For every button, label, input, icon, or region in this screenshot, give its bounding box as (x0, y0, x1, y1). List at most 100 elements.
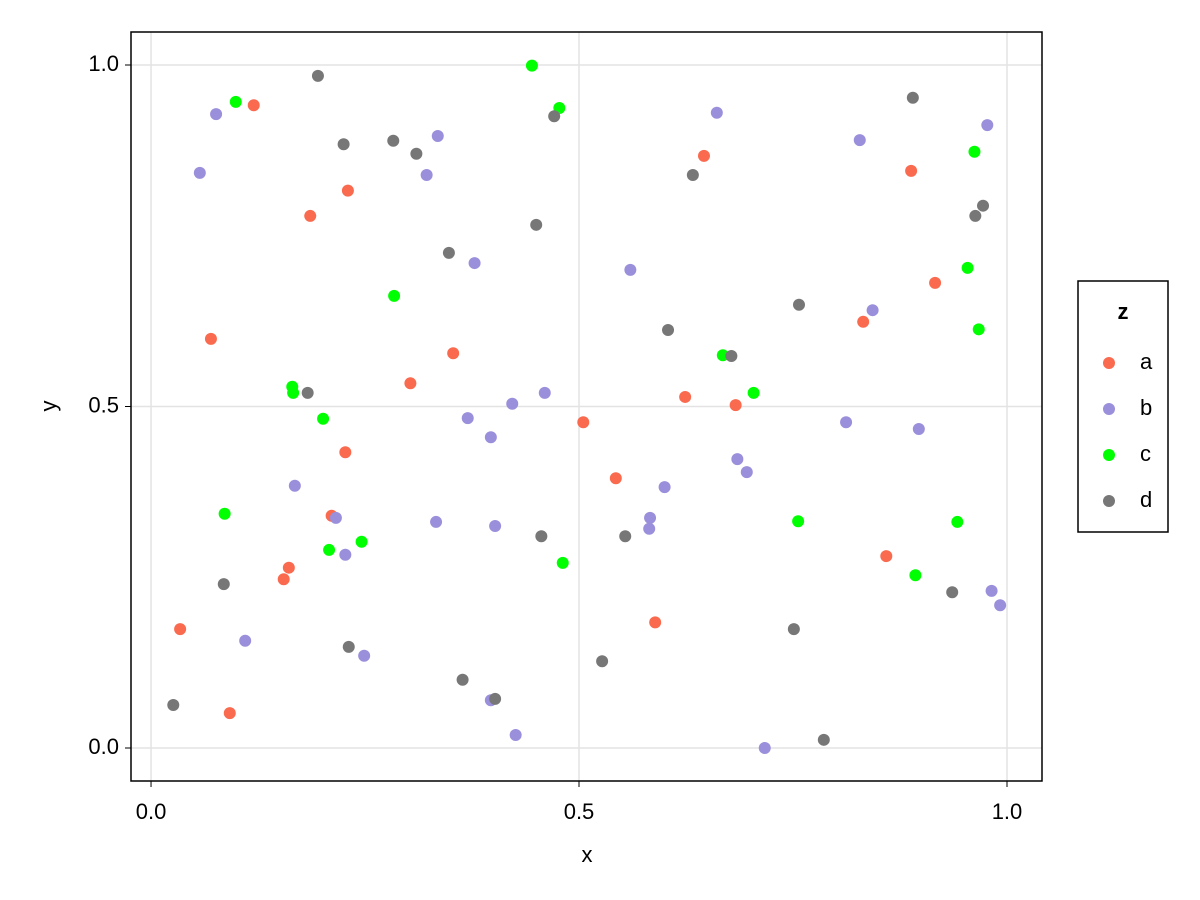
point (174, 623, 187, 636)
point (210, 108, 223, 121)
point (977, 199, 990, 212)
point (282, 561, 295, 574)
point (787, 623, 800, 636)
legend-label: c (1140, 441, 1151, 466)
point (530, 218, 543, 231)
point (624, 263, 637, 276)
legend-label: d (1140, 487, 1152, 512)
point (905, 164, 918, 177)
point (525, 59, 538, 72)
point (506, 397, 519, 410)
point (410, 147, 423, 160)
point (447, 347, 460, 360)
point (388, 289, 401, 302)
point (857, 315, 870, 328)
point (697, 149, 710, 162)
x-axis-label: x (582, 842, 593, 867)
point (317, 412, 330, 425)
point (489, 520, 502, 533)
legend-title: z (1118, 299, 1129, 324)
point (355, 535, 368, 548)
point (946, 586, 959, 599)
point (456, 673, 469, 686)
point (204, 332, 217, 345)
point (686, 168, 699, 181)
point (431, 130, 444, 143)
y-axis-label: y (36, 401, 61, 412)
point (489, 692, 502, 705)
point (792, 515, 805, 528)
point (994, 599, 1007, 612)
point (710, 106, 723, 119)
point (304, 209, 317, 222)
legend-marker (1103, 449, 1115, 461)
point (342, 640, 355, 653)
legend-label: a (1140, 349, 1153, 374)
x-tick-label: 0.5 (564, 799, 595, 824)
point (716, 349, 729, 362)
point (912, 423, 925, 436)
point (337, 138, 350, 151)
point (301, 386, 314, 399)
legend-marker (1103, 357, 1115, 369)
point (972, 323, 985, 336)
point (880, 550, 893, 563)
point (951, 515, 964, 528)
point (840, 416, 853, 429)
point (644, 511, 657, 524)
point (277, 573, 290, 586)
y-tick-label: 1.0 (88, 51, 119, 76)
point (442, 246, 455, 259)
x-tick-label: 0.0 (136, 799, 167, 824)
point (468, 257, 481, 270)
point (679, 390, 692, 403)
point (329, 511, 342, 524)
point (577, 416, 590, 429)
point (461, 412, 474, 425)
legend-label: b (1140, 395, 1152, 420)
point (548, 110, 561, 123)
point (167, 698, 180, 711)
point (339, 446, 352, 459)
point (535, 530, 548, 543)
plot-frame (130, 31, 1043, 782)
point (484, 431, 497, 444)
point (430, 515, 443, 528)
x-tick-label: 1.0 (992, 799, 1023, 824)
point (229, 95, 242, 108)
point (556, 556, 569, 569)
point (217, 578, 230, 591)
point (906, 91, 919, 104)
point (985, 584, 998, 597)
point (866, 304, 879, 317)
point (662, 324, 675, 337)
point (193, 166, 206, 179)
legend-marker (1103, 495, 1115, 507)
legend-box (1077, 280, 1169, 533)
point (609, 472, 622, 485)
point (658, 481, 671, 494)
point (596, 655, 609, 668)
point (239, 634, 252, 647)
point (387, 134, 400, 147)
point (311, 69, 324, 82)
point (729, 399, 742, 412)
point (961, 261, 974, 274)
point (853, 134, 866, 147)
point (968, 145, 981, 158)
point (323, 543, 336, 556)
point (792, 298, 805, 311)
point (758, 742, 771, 755)
point (358, 649, 371, 662)
legend-marker (1103, 403, 1115, 415)
y-tick-label: 0.0 (88, 734, 119, 759)
point (725, 349, 738, 362)
point (247, 99, 260, 112)
point (509, 729, 522, 742)
point (619, 530, 632, 543)
point (817, 733, 830, 746)
point (969, 209, 982, 222)
point (929, 276, 942, 289)
